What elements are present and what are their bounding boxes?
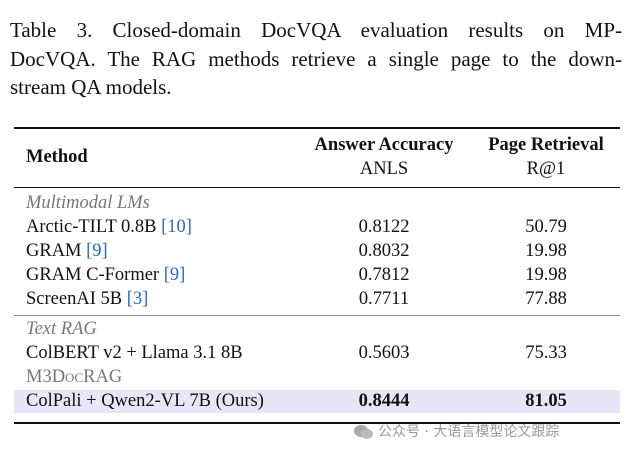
section-title: Text RAG: [26, 319, 97, 339]
row-r1: 19.98: [525, 265, 567, 285]
header-retrieval-metric: R@1: [526, 159, 566, 179]
row-anls: 0.5603: [358, 343, 410, 363]
section-rule: [14, 315, 620, 316]
row-r1: 19.98: [525, 241, 567, 261]
method-name: ScreenAI 5B: [26, 289, 123, 309]
header-accuracy-metric: ANLS: [359, 159, 409, 179]
row-r1: 81.05: [525, 391, 567, 411]
row-method: GRAM [9]: [26, 239, 108, 263]
header-accuracy: Answer Accuracy: [314, 135, 454, 155]
caption-line: Table 3. Closed-domain DocVQA evaluation…: [10, 18, 622, 42]
method-name: Arctic-TILT 0.8B: [26, 217, 157, 237]
method-name: GRAM: [26, 241, 82, 261]
section-title: M3DocRAG: [26, 367, 123, 387]
row-method: ColPali + Qwen2-VL 7B (Ours): [26, 389, 264, 413]
top-rule: [14, 127, 620, 129]
row-anls: 0.7812: [358, 265, 410, 285]
row-method: GRAM C-Former [9]: [26, 263, 185, 287]
row-anls: 0.8444: [358, 391, 410, 411]
row-anls: 0.8122: [358, 217, 410, 237]
header-method: Method: [26, 147, 88, 167]
citation[interactable]: [3]: [126, 289, 149, 309]
row-r1: 75.33: [525, 343, 567, 363]
row-r1: 50.79: [525, 217, 567, 237]
citation[interactable]: [9]: [86, 241, 108, 261]
row-method: ScreenAI 5B [3]: [26, 287, 148, 311]
section-title: Multimodal LMs: [26, 193, 150, 213]
row-anls: 0.7711: [358, 289, 410, 309]
mid-rule: [14, 187, 620, 188]
highlight-row: [14, 390, 620, 413]
caption-line: DocVQA. The RAG methods retrieve a singl…: [10, 46, 622, 71]
method-name: ColBERT v2 + Llama 3.1 8B: [26, 343, 243, 363]
watermark-icon: [354, 425, 373, 439]
caption-line: stream QA models.: [10, 75, 172, 99]
row-method: ColBERT v2 + Llama 3.1 8B: [26, 341, 243, 365]
row-method: Arctic-TILT 0.8B [10]: [26, 215, 192, 239]
method-name: GRAM C-Former: [26, 265, 160, 285]
method-name: ColPali + Qwen2-VL 7B (Ours): [26, 391, 264, 411]
row-r1: 77.88: [525, 289, 567, 309]
bottom-rule: [14, 422, 620, 424]
header-retrieval: Page Retrieval: [488, 135, 604, 155]
row-anls: 0.8032: [358, 241, 410, 261]
watermark: 公众号 · 大语言模型论文跟踪: [378, 424, 560, 440]
citation[interactable]: [10]: [161, 217, 192, 237]
citation[interactable]: [9]: [163, 265, 186, 285]
